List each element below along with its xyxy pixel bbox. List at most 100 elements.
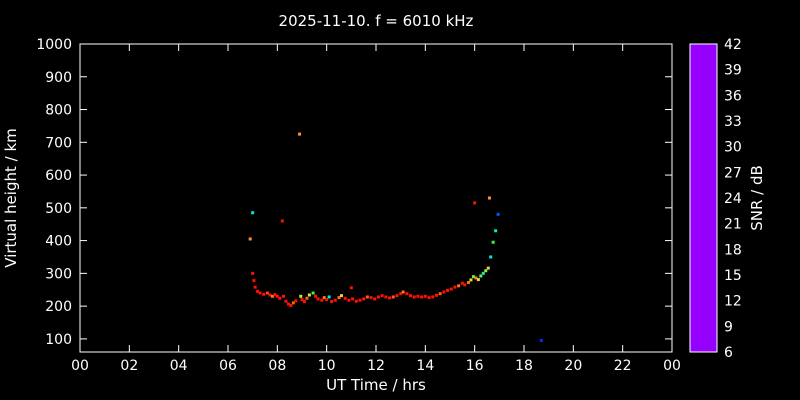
data-point [252,279,256,283]
data-point [479,274,483,278]
data-point [409,294,413,298]
data-point [280,219,284,223]
data-point [391,295,395,299]
data-point [484,269,488,273]
data-point [474,276,478,280]
colorbar-tick-label: 36 [724,88,742,104]
data-point [494,229,498,233]
data-point [423,294,427,298]
y-axis-tick-label: 100 [45,332,72,348]
y-axis-tick-label: 800 [45,103,72,119]
data-point [412,295,416,299]
colorbar-frame [689,43,718,353]
data-point [302,300,306,304]
colorbar-tick-label: 30 [724,140,742,156]
data-point [395,294,399,298]
data-point [463,283,467,287]
data-point [486,266,490,270]
data-point [539,339,543,343]
data-point [489,255,493,259]
data-point [460,281,464,285]
data-point [256,289,260,293]
x-axis-tick-label: 08 [268,358,286,374]
colorbar-tick-label: 6 [724,345,733,361]
y-axis-tick-label: 400 [45,234,72,250]
colorbar-tick-label: 39 [724,63,742,79]
plot-frame [79,43,673,353]
data-point [476,278,480,282]
data-point [307,293,311,297]
data-point [248,237,252,241]
data-point [270,294,274,298]
x-axis-tick-label: 16 [466,358,484,374]
data-point [384,295,388,299]
data-point [320,298,324,302]
data-point [251,211,255,215]
colorbar-tick-label: 27 [724,165,742,181]
y-axis-tick-label: 1000 [36,37,72,53]
colorbar-tick-label: 42 [724,37,742,53]
data-point [300,298,304,302]
data-point [349,286,353,290]
data-point [473,201,477,205]
data-point [265,291,269,295]
x-axis-tick-label: 10 [318,358,336,374]
data-point [401,290,405,294]
data-point [299,294,303,298]
data-point [311,291,315,295]
data-point [278,296,282,300]
x-axis-tick-label: 22 [614,358,632,374]
y-axis-label: Virtual height / km [2,128,20,267]
x-axis-tick-label: 00 [71,358,89,374]
x-axis-tick-label: 14 [416,358,434,374]
data-point [253,285,257,289]
data-point [365,295,369,299]
data-point [438,292,442,296]
colorbar-tick-label: 15 [724,268,742,284]
data-point [405,292,409,296]
data-point [442,290,446,294]
y-axis-tick-label: 700 [45,135,72,151]
colorbar-tick-label: 21 [724,217,742,233]
data-point [449,287,453,291]
data-point [330,300,334,304]
data-point [339,294,343,298]
data-point [399,292,403,296]
data-point [294,299,298,303]
y-axis-tick-label: 500 [45,201,72,217]
data-point [282,294,285,298]
data-point [487,196,491,200]
chart-dynamic-layer: 00 02 04 06 08 10 12 14 16 18 20 22 00 100 200 300 400 50… [36,37,742,374]
data-point [376,295,380,299]
colorbar-tick-label: 33 [724,114,742,130]
data-point [434,293,438,297]
data-point [316,297,320,301]
y-axis-tick-label: 300 [45,266,72,282]
data-point [467,281,470,285]
data-point [351,297,355,301]
data-point [496,212,500,216]
y-axis-tick-label: 600 [45,168,72,184]
x-axis-tick-label: 00 [663,358,681,374]
x-axis-tick-label: 18 [515,358,533,374]
x-axis-label: UT Time / hrs [326,376,426,394]
data-point [291,301,295,305]
data-point [314,294,318,298]
data-point [362,297,366,301]
data-point [354,299,358,303]
colorbar-tick-label: 24 [724,191,742,207]
colorbar-label: SNR / dB [748,165,766,231]
data-point [388,296,392,300]
data-point [275,294,279,298]
data-point [347,298,351,302]
data-point [327,295,331,299]
data-point [453,285,457,289]
x-axis-tick-label: 04 [170,358,188,374]
data-point [286,302,290,306]
data-point [333,298,337,302]
colorbar-tick-label: 12 [724,294,742,310]
data-point [322,296,326,300]
data-point [268,293,272,297]
data-point [369,296,373,300]
